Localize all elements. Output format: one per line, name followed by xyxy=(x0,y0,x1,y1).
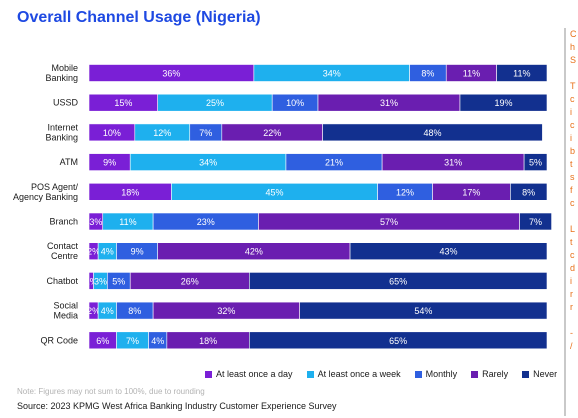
legend-label: Monthly xyxy=(425,369,458,379)
bar-segment xyxy=(322,123,543,142)
source-text: Source: 2023 KPMG West Africa Banking In… xyxy=(17,401,337,411)
legend-item: Monthly xyxy=(414,369,458,379)
data-label: 4% xyxy=(101,306,114,316)
data-label: 21% xyxy=(325,158,343,168)
legend-label: Never xyxy=(533,369,558,379)
cropped-side-text: C h S T c i c i b t s f c L t c d i r r … xyxy=(570,29,577,351)
category-label: Internet Banking xyxy=(45,122,78,142)
data-label: 6% xyxy=(96,336,109,346)
data-label: 1% xyxy=(85,276,98,286)
legend-swatch xyxy=(471,370,479,378)
category-label: Branch xyxy=(49,217,78,227)
data-label: 5% xyxy=(529,158,542,168)
data-label: 8% xyxy=(128,306,141,316)
category-label: Social Media xyxy=(53,301,78,321)
legend-swatch xyxy=(522,370,530,378)
legend-swatch xyxy=(205,370,212,378)
bar-segment xyxy=(349,242,548,260)
data-label: 18% xyxy=(199,336,217,346)
data-label: 43% xyxy=(440,247,458,257)
data-label: 15% xyxy=(114,98,132,108)
bar-segment xyxy=(249,272,548,290)
data-label: 2% xyxy=(87,247,100,257)
data-label: 23% xyxy=(197,217,215,227)
data-label: 7% xyxy=(126,336,139,346)
chart-title: Overall Channel Usage (Nigeria) xyxy=(17,9,261,26)
bar-segment xyxy=(523,153,548,171)
data-label: 11% xyxy=(513,69,530,79)
data-label: 17% xyxy=(462,187,480,197)
bar-segment xyxy=(519,212,552,231)
legend-label: At least once a week xyxy=(317,369,401,379)
category-label: ATM xyxy=(60,157,78,167)
data-label: 36% xyxy=(162,69,180,79)
footnote: Note: Figures may not sum to 100%, due t… xyxy=(17,387,205,396)
data-label: 12% xyxy=(153,128,171,138)
legend-swatch xyxy=(414,370,422,378)
data-label: 65% xyxy=(389,336,407,346)
data-label: 4% xyxy=(151,336,164,346)
chart-legend: At least once a day At least once a week M… xyxy=(205,369,557,379)
data-label: 34% xyxy=(199,158,217,168)
data-label: 18% xyxy=(121,187,139,197)
data-label: 31% xyxy=(380,98,398,108)
data-label: 54% xyxy=(414,306,432,316)
data-label: 32% xyxy=(217,306,235,316)
legend-label: At least once a day xyxy=(216,369,293,379)
category-label: QR Code xyxy=(40,335,78,345)
legend-item: At least once a day xyxy=(205,369,293,379)
data-label: 12% xyxy=(396,187,414,197)
category-label: Mobile Banking xyxy=(45,63,78,83)
data-label: 11% xyxy=(119,217,136,227)
data-label: 31% xyxy=(444,158,462,168)
data-label: 22% xyxy=(263,128,281,138)
data-label: 8% xyxy=(522,187,535,197)
data-label: 5% xyxy=(112,276,125,286)
legend-item: At least once a week xyxy=(306,369,401,379)
data-label: 3% xyxy=(94,276,107,286)
data-label: 26% xyxy=(181,276,199,286)
bar-segment xyxy=(459,93,548,112)
data-label: 2% xyxy=(87,306,100,316)
data-label: 7% xyxy=(529,217,542,227)
legend-item: Never xyxy=(522,369,557,379)
data-label: 8% xyxy=(421,69,434,79)
data-label: 4% xyxy=(101,247,114,257)
data-label: 65% xyxy=(389,276,407,286)
data-label: 34% xyxy=(323,69,341,79)
data-label: 11% xyxy=(463,69,480,79)
data-label: 10% xyxy=(286,98,304,108)
bar-segment xyxy=(510,183,548,201)
legend-swatch xyxy=(306,370,314,378)
data-label: 10% xyxy=(103,128,121,138)
category-label: Chatbot xyxy=(46,276,78,286)
bar-segment xyxy=(299,301,548,320)
bar-segment xyxy=(249,331,548,350)
page-divider xyxy=(564,28,566,416)
data-label: 3% xyxy=(89,217,102,227)
category-label: Contact Centre xyxy=(47,241,79,261)
data-label: 9% xyxy=(131,247,144,257)
data-label: 19% xyxy=(494,98,512,108)
data-label: 25% xyxy=(206,98,224,108)
data-label: 45% xyxy=(265,187,283,197)
data-label: 7% xyxy=(199,128,212,138)
data-label: 48% xyxy=(423,128,441,138)
category-label: POS Agent/Agency Banking xyxy=(13,182,79,202)
category-label: USSD xyxy=(53,98,79,108)
legend-item: Rarely xyxy=(471,369,508,379)
legend-label: Rarely xyxy=(482,369,509,379)
bar-segment xyxy=(496,64,548,82)
data-label: 42% xyxy=(245,247,263,257)
data-label: 57% xyxy=(380,217,398,227)
data-label: 9% xyxy=(103,158,116,168)
